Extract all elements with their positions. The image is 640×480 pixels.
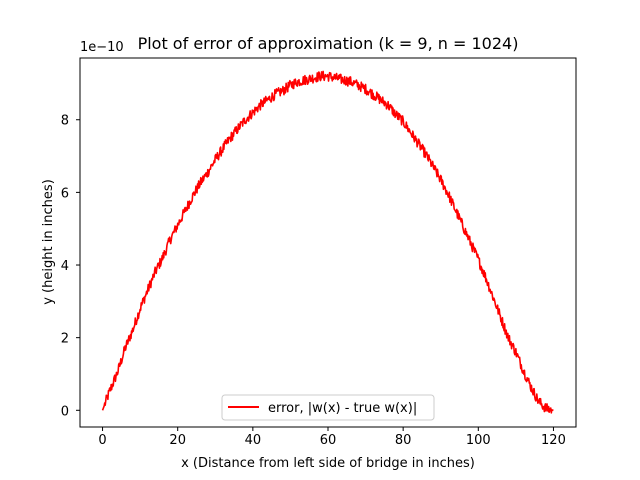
x-tick-label: 80 [395,433,412,448]
y-axis-label: y (height in inches) [41,179,56,305]
y-tick-label: 0 [61,404,69,419]
legend-label: error, |w(x) - true w(x)| [268,401,417,416]
x-tick-label: 120 [541,433,566,448]
x-axis-label: x (Distance from left side of bridge in … [181,456,475,471]
chart-title: Plot of error of approximation (k = 9, n… [138,34,519,53]
y-tick-label: 4 [61,259,69,274]
x-tick-label: 100 [466,433,491,448]
y-tick-label: 8 [61,114,69,129]
legend: error, |w(x) - true w(x)| [221,394,435,421]
y-offset-label: 1e−10 [80,40,124,55]
y-tick-label: 2 [61,332,69,347]
x-tick-label: 60 [320,433,337,448]
series-line-error [101,70,554,414]
legend-box [221,394,435,421]
x-tick-label: 0 [98,433,106,448]
x-tick-label: 40 [245,433,262,448]
y-axis-ticks: 0 2 4 6 8 [61,114,80,419]
plot-area [101,70,554,414]
x-tick-label: 20 [169,433,186,448]
x-axis-ticks: 0 20 40 60 80 100 120 [98,427,566,448]
y-tick-label: 6 [61,186,69,201]
